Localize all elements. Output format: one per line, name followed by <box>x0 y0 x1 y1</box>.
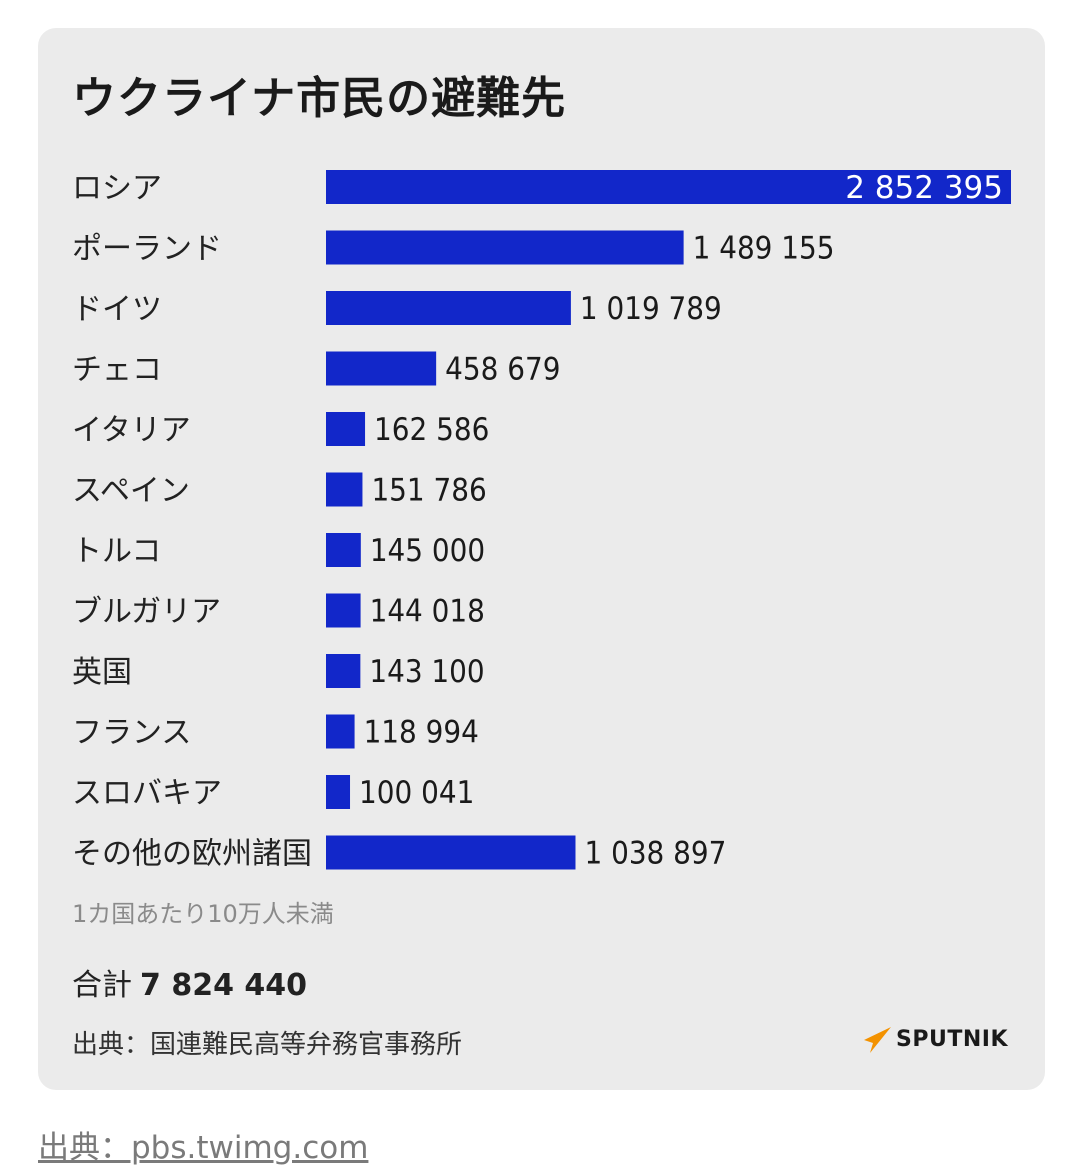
bar <box>326 170 1011 204</box>
value-label: 151 786 <box>371 473 486 509</box>
total-line: 合計 7 824 440 <box>72 960 307 1004</box>
footnote: 1カ国あたり10万人未満 <box>72 900 334 928</box>
value-label: 144 018 <box>370 594 485 630</box>
bar-chart: ロシア 2 852 395 ポーランド 1 489 155 ドイツ 1 019 789 チェ… <box>72 170 1011 872</box>
value-label: 100 041 <box>359 775 474 811</box>
total-label: 合計 <box>72 968 132 1003</box>
bar <box>326 654 361 688</box>
country-label: ロシア <box>72 171 162 206</box>
sputnik-logo: SPUTNIK <box>862 1022 1008 1056</box>
page-credit-link[interactable]: 出典：pbs.twimg.com <box>38 1130 369 1166</box>
country-label: ドイツ <box>72 292 162 327</box>
country-label: ポーランド <box>72 232 222 267</box>
bar <box>326 533 361 567</box>
bar <box>326 593 361 628</box>
bar <box>326 775 351 809</box>
country-label: その他の欧州諸国 <box>72 837 312 872</box>
value-label: 145 000 <box>370 533 485 569</box>
country-label: スロバキア <box>72 776 222 811</box>
country-label: トルコ <box>72 534 161 569</box>
value-label: 143 100 <box>369 654 484 690</box>
total-value: 7 824 440 <box>140 968 308 1003</box>
bar <box>326 835 576 870</box>
logo-text: SPUTNIK <box>896 1026 1008 1052</box>
value-label: 162 586 <box>374 412 489 448</box>
value-label: 2 852 395 <box>845 170 1003 206</box>
value-label: 458 679 <box>445 352 560 388</box>
bar <box>326 230 684 265</box>
value-label: 1 038 897 <box>584 836 726 872</box>
country-label: 英国 <box>72 655 132 690</box>
bar <box>326 714 355 749</box>
bar <box>326 472 363 507</box>
value-label: 118 994 <box>364 715 479 751</box>
country-label: フランス <box>72 716 191 751</box>
bar <box>326 351 437 386</box>
country-label: イタリア <box>72 413 191 448</box>
chart-title: ウクライナ市民の避難先 <box>72 73 567 124</box>
value-label: 1 489 155 <box>693 231 835 267</box>
value-label: 1 019 789 <box>580 291 722 327</box>
infographic-card <box>38 28 1045 1090</box>
bar <box>326 412 366 446</box>
source-credit: 出典：国連難民高等弁務官事務所 <box>72 1030 463 1060</box>
country-label: チェコ <box>72 353 162 388</box>
country-label: スペイン <box>72 474 190 509</box>
country-label: ブルガリア <box>72 595 221 630</box>
bar <box>326 291 571 325</box>
sputnik-logo-icon <box>864 1027 891 1053</box>
